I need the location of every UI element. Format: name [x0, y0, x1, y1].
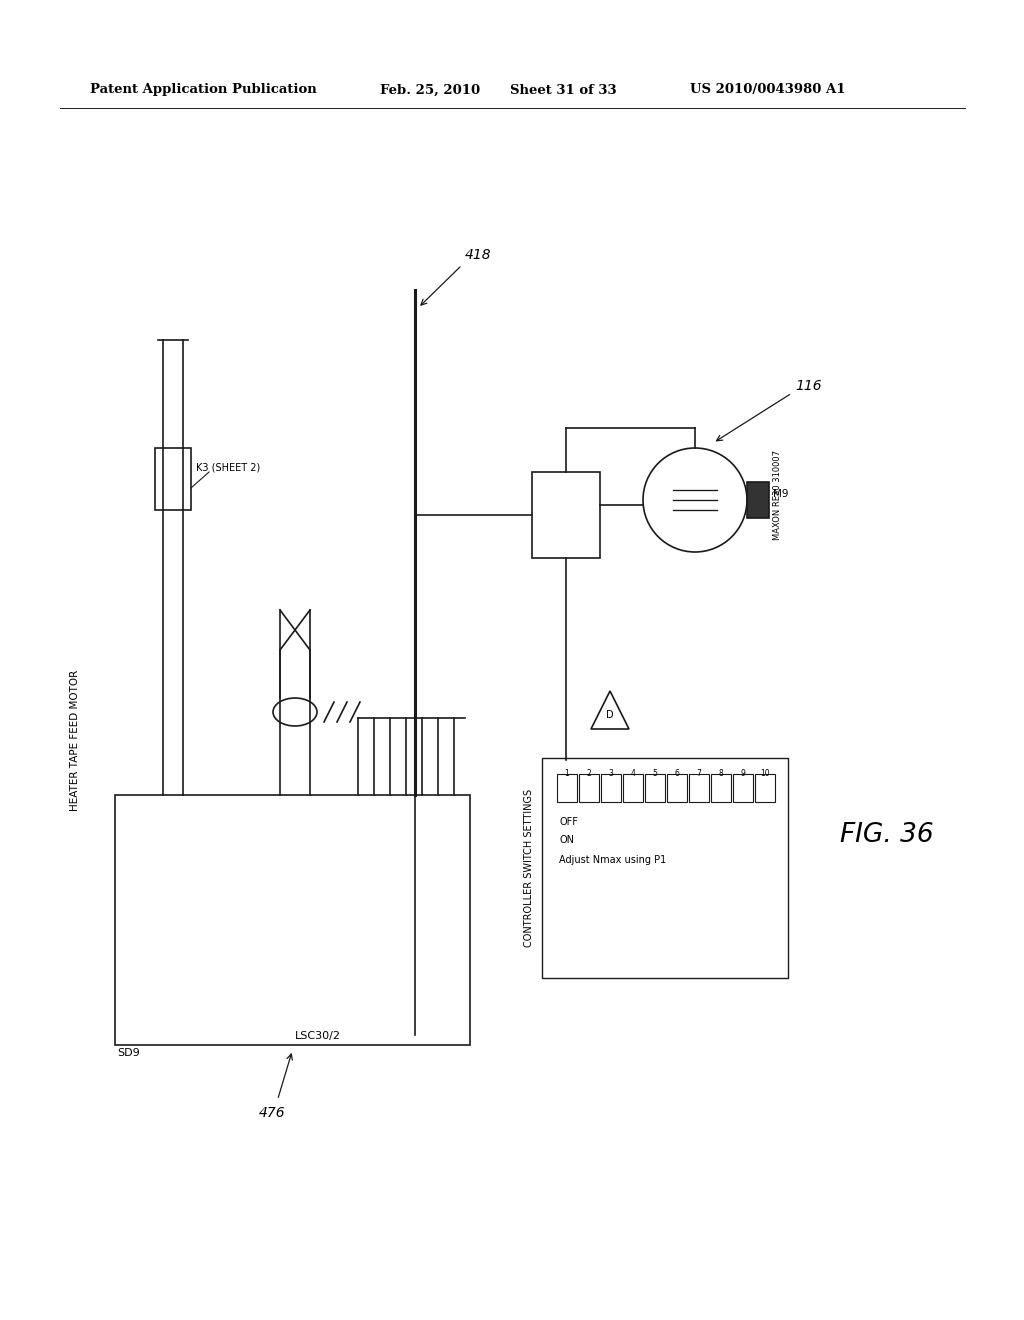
Bar	[733, 774, 753, 803]
Text: FIG. 36: FIG. 36	[840, 822, 934, 847]
Text: 7: 7	[696, 770, 701, 777]
Text: Feb. 25, 2010: Feb. 25, 2010	[380, 83, 480, 96]
Text: Adjust Nmax using P1: Adjust Nmax using P1	[559, 855, 667, 865]
Bar	[579, 774, 599, 803]
Text: OFF: OFF	[559, 817, 578, 828]
Bar	[115, 795, 470, 1045]
Bar	[623, 774, 643, 803]
Text: US 2010/0043980 A1: US 2010/0043980 A1	[690, 83, 846, 96]
Text: HEATER TAPE FEED MOTOR: HEATER TAPE FEED MOTOR	[70, 669, 80, 810]
Bar	[155, 447, 191, 510]
Text: SD9: SD9	[117, 1048, 139, 1059]
Text: 4: 4	[631, 770, 636, 777]
Bar	[667, 774, 687, 803]
Text: CONTROLLER SWITCH SETTINGS: CONTROLLER SWITCH SETTINGS	[524, 789, 534, 946]
Bar	[746, 482, 769, 517]
Text: 1: 1	[564, 770, 569, 777]
Bar	[645, 774, 665, 803]
Bar	[711, 774, 731, 803]
Text: D: D	[606, 710, 613, 719]
Text: Sheet 31 of 33: Sheet 31 of 33	[510, 83, 616, 96]
Text: MAXON RE30 310007: MAXON RE30 310007	[773, 450, 782, 540]
Text: 2: 2	[587, 770, 592, 777]
Bar	[755, 774, 775, 803]
Bar	[532, 473, 600, 558]
Text: 476: 476	[259, 1106, 286, 1119]
Text: LSC30/2: LSC30/2	[295, 1031, 341, 1041]
Text: Patent Application Publication: Patent Application Publication	[90, 83, 316, 96]
Bar	[689, 774, 709, 803]
Text: 6: 6	[675, 770, 680, 777]
Text: 9: 9	[740, 770, 745, 777]
Text: 8: 8	[719, 770, 723, 777]
Text: M9: M9	[773, 488, 788, 499]
Text: 418: 418	[465, 248, 492, 261]
Text: 5: 5	[652, 770, 657, 777]
Text: 10: 10	[760, 770, 770, 777]
Text: K3 (SHEET 2): K3 (SHEET 2)	[196, 463, 260, 473]
Bar	[601, 774, 621, 803]
Bar	[542, 758, 788, 978]
Text: 116: 116	[795, 379, 821, 393]
Bar	[557, 774, 577, 803]
Text: ON: ON	[559, 836, 574, 845]
Text: 3: 3	[608, 770, 613, 777]
